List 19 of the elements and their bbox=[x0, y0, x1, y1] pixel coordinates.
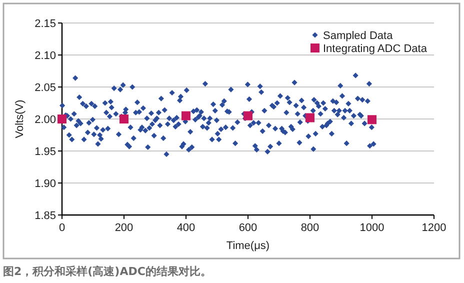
caption: 图2，积分和采样(高速)ADC的结果对比。 bbox=[3, 265, 212, 278]
x-tick-label: 600 bbox=[238, 222, 258, 234]
y-tick-label: 1.85 bbox=[34, 210, 56, 222]
legend-label: Integrating ADC Data bbox=[323, 43, 428, 55]
y-tick-label: 1.90 bbox=[34, 178, 56, 190]
y-tick-label: 2.10 bbox=[34, 50, 56, 62]
x-tick-label: 1200 bbox=[422, 222, 446, 234]
x-tick-label: 800 bbox=[300, 222, 320, 234]
x-tick-label: 1000 bbox=[360, 222, 384, 234]
legend-label: Sampled Data bbox=[323, 30, 394, 42]
y-tick-label: 2.05 bbox=[34, 82, 56, 94]
y-tick-label: 1.95 bbox=[34, 146, 56, 158]
y-tick-label: 2.15 bbox=[34, 18, 56, 30]
y-tick-label: 2.00 bbox=[34, 114, 56, 126]
x-axis-title: Time(μs) bbox=[226, 240, 270, 252]
y-axis-title: Volts(V) bbox=[14, 100, 26, 138]
x-tick-label: 400 bbox=[176, 222, 196, 234]
x-tick-label: 0 bbox=[58, 222, 66, 234]
x-tick-label: 200 bbox=[114, 222, 134, 234]
